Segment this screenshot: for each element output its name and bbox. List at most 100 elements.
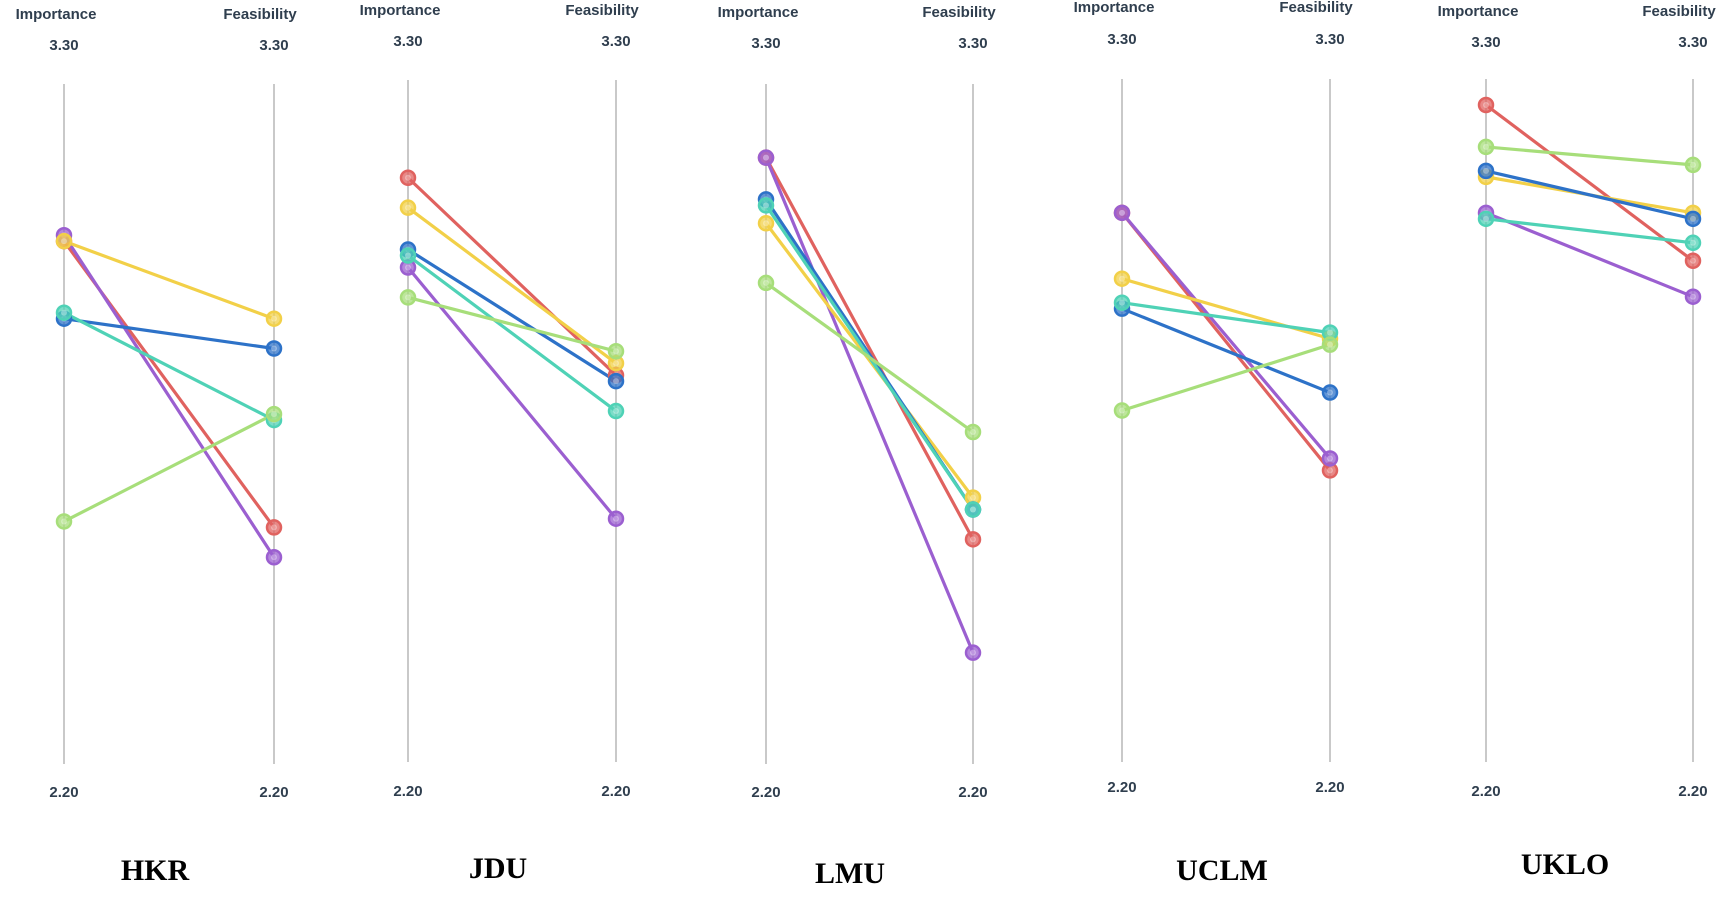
- data-point-highlight: [763, 220, 769, 227]
- importance-top-tick: 3.30: [1471, 34, 1500, 51]
- data-point-importance-teal[interactable]: [1477, 210, 1495, 228]
- data-point-importance-purple[interactable]: [757, 149, 775, 166]
- series-line-blue: [62, 317, 276, 351]
- data-point-highlight: [271, 524, 277, 531]
- data-point-highlight: [61, 518, 67, 525]
- data-point-feasibility-teal[interactable]: [964, 501, 982, 518]
- data-point-importance-yellow[interactable]: [399, 199, 417, 216]
- importance-bottom-tick: 2.20: [751, 784, 780, 801]
- series-line-lightgreen: [764, 281, 975, 434]
- data-point-highlight: [613, 408, 619, 415]
- feasibility-axis-label: Feasibility: [1642, 3, 1716, 20]
- data-point-highlight: [1483, 167, 1489, 174]
- data-point-feasibility-red[interactable]: [265, 519, 283, 536]
- feasibility-bottom-tick: 2.20: [601, 783, 630, 800]
- data-point-highlight: [970, 506, 976, 513]
- data-point-highlight: [405, 252, 411, 259]
- data-point-feasibility-purple[interactable]: [964, 644, 982, 661]
- series-line-purple: [764, 156, 975, 655]
- data-point-feasibility-teal[interactable]: [607, 402, 625, 420]
- data-point-importance-lightgreen[interactable]: [757, 274, 775, 292]
- series-line-red: [406, 176, 618, 377]
- data-point-highlight: [970, 536, 976, 543]
- data-point-feasibility-blue[interactable]: [1684, 210, 1702, 228]
- data-point-feasibility-lightgreen[interactable]: [607, 342, 625, 360]
- data-point-importance-yellow[interactable]: [1113, 270, 1131, 287]
- data-point-importance-blue[interactable]: [1477, 162, 1495, 180]
- data-point-highlight: [1690, 161, 1696, 168]
- data-point-highlight: [763, 202, 769, 209]
- data-point-highlight: [1119, 407, 1125, 414]
- data-point-feasibility-blue[interactable]: [1321, 384, 1339, 401]
- data-point-highlight: [61, 238, 67, 245]
- data-point-highlight: [405, 174, 411, 181]
- data-point-highlight: [1327, 455, 1333, 462]
- data-point-highlight: [271, 315, 277, 322]
- data-point-highlight: [271, 554, 277, 561]
- data-point-feasibility-lightgreen[interactable]: [964, 423, 982, 441]
- data-point-feasibility-lightgreen[interactable]: [265, 405, 283, 423]
- data-point-importance-teal[interactable]: [1113, 294, 1131, 311]
- chart-title: UCLM: [1176, 854, 1268, 887]
- series-line-red: [1484, 103, 1695, 263]
- feasibility-axis-label: Feasibility: [922, 4, 996, 21]
- data-point-highlight: [763, 279, 769, 286]
- data-point-feasibility-red[interactable]: [964, 531, 982, 548]
- data-point-feasibility-red[interactable]: [1684, 252, 1702, 270]
- data-point-importance-yellow[interactable]: [757, 215, 775, 232]
- data-point-importance-red[interactable]: [1477, 96, 1495, 114]
- importance-top-tick: 3.30: [1107, 31, 1136, 48]
- data-point-highlight: [1690, 257, 1696, 264]
- data-point-importance-red[interactable]: [399, 169, 417, 187]
- data-point-highlight: [1119, 275, 1125, 282]
- series-line-yellow: [764, 221, 975, 500]
- importance-axis-label: Importance: [360, 2, 441, 19]
- data-point-highlight: [1327, 467, 1333, 474]
- importance-axis-label: Importance: [1074, 0, 1155, 16]
- importance-bottom-tick: 2.20: [393, 783, 422, 800]
- data-point-feasibility-yellow[interactable]: [265, 310, 283, 327]
- data-point-highlight: [970, 649, 976, 656]
- data-point-highlight: [1483, 143, 1489, 150]
- chart-title: UKLO: [1521, 848, 1609, 881]
- data-point-feasibility-blue[interactable]: [607, 372, 625, 390]
- data-point-highlight: [405, 204, 411, 211]
- data-point-feasibility-teal[interactable]: [1684, 234, 1702, 252]
- series-line-teal: [1484, 217, 1695, 245]
- data-point-importance-teal[interactable]: [399, 247, 417, 264]
- series-line-yellow: [62, 239, 276, 321]
- data-point-highlight: [613, 360, 619, 367]
- data-point-feasibility-purple[interactable]: [1321, 450, 1339, 467]
- series-line-purple: [62, 233, 276, 559]
- series-line-teal: [62, 311, 276, 422]
- data-point-highlight: [1690, 293, 1696, 300]
- data-point-feasibility-lightgreen[interactable]: [1684, 156, 1702, 174]
- data-point-feasibility-purple[interactable]: [265, 548, 283, 566]
- data-point-importance-lightgreen[interactable]: [1113, 402, 1131, 419]
- importance-axis-label: Importance: [1438, 3, 1519, 20]
- data-point-importance-yellow[interactable]: [55, 232, 73, 250]
- series-line-blue: [1120, 307, 1332, 395]
- data-point-importance-lightgreen[interactable]: [55, 513, 73, 530]
- series-line-blue: [406, 247, 618, 383]
- data-point-feasibility-blue[interactable]: [265, 340, 283, 357]
- data-point-importance-lightgreen[interactable]: [399, 289, 417, 306]
- data-point-highlight: [1327, 389, 1333, 396]
- chart-title: JDU: [469, 852, 527, 885]
- data-point-feasibility-purple[interactable]: [1684, 288, 1702, 305]
- data-point-importance-teal[interactable]: [55, 304, 73, 321]
- chart-title: HKR: [121, 854, 190, 887]
- importance-top-tick: 3.30: [751, 35, 780, 52]
- importance-bottom-tick: 2.20: [1471, 783, 1500, 800]
- feasibility-bottom-tick: 2.20: [958, 784, 987, 801]
- data-point-importance-teal[interactable]: [757, 197, 775, 214]
- data-point-highlight: [1690, 239, 1696, 246]
- data-point-feasibility-purple[interactable]: [607, 510, 625, 527]
- feasibility-axis-label: Feasibility: [1279, 0, 1353, 16]
- data-point-feasibility-lightgreen[interactable]: [1321, 336, 1339, 353]
- data-point-importance-purple[interactable]: [1113, 204, 1131, 222]
- series-line-yellow: [406, 206, 618, 365]
- series-line-lightgreen: [1484, 145, 1695, 167]
- feasibility-bottom-tick: 2.20: [1315, 779, 1344, 796]
- data-point-importance-lightgreen[interactable]: [1477, 138, 1495, 156]
